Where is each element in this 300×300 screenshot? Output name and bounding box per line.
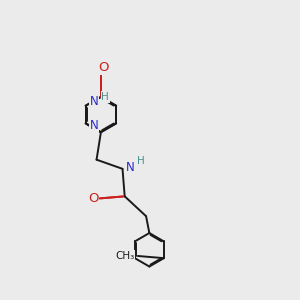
Text: O: O [88, 192, 98, 205]
Text: N: N [90, 119, 99, 132]
Text: CH₃: CH₃ [116, 251, 135, 261]
Text: O: O [98, 61, 108, 74]
Text: H: H [101, 92, 109, 102]
Text: N: N [90, 95, 99, 108]
Text: N: N [126, 161, 134, 174]
Text: H: H [137, 156, 145, 166]
